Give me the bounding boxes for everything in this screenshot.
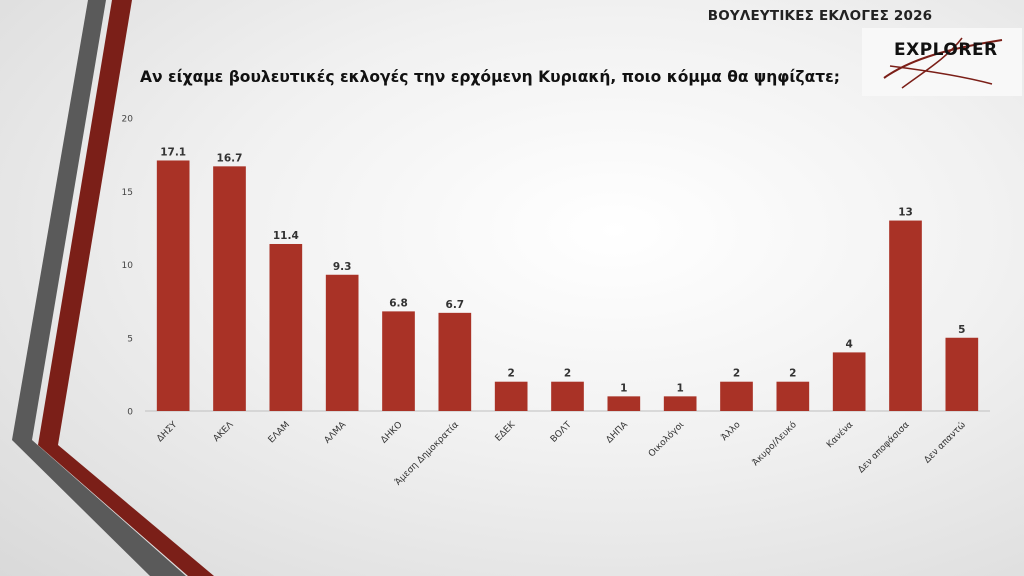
bar xyxy=(325,274,359,411)
y-tick-label: 15 xyxy=(122,188,133,198)
data-label: 6.8 xyxy=(389,297,408,309)
bar xyxy=(720,381,753,411)
x-tick-label: Άκυρο/Λευκό xyxy=(750,419,799,468)
x-tick-label: ΕΛΑΜ xyxy=(267,420,292,445)
bar xyxy=(269,243,303,411)
logo-text: EXPLORER xyxy=(894,40,998,60)
bar xyxy=(776,381,810,411)
x-tick-label: ΔΗΚΟ xyxy=(379,420,404,445)
data-label: 6.7 xyxy=(446,299,465,311)
explorer-logo: EXPLORER xyxy=(862,28,1022,96)
x-tick-label: ΒΟΛΤ xyxy=(549,420,574,445)
chart-title: Αν είχαμε βουλευτικές εκλογές την ερχόμε… xyxy=(140,68,840,86)
bar xyxy=(945,337,979,411)
data-label: 1 xyxy=(677,382,684,394)
data-label: 5 xyxy=(958,324,965,336)
bar xyxy=(213,166,246,411)
y-tick-label: 10 xyxy=(122,261,134,271)
gray-stripe-lower xyxy=(12,440,186,576)
data-label: 9.3 xyxy=(333,261,352,273)
y-tick-label: 5 xyxy=(127,334,133,344)
data-label: 17.1 xyxy=(160,146,186,158)
data-label: 11.4 xyxy=(273,230,299,242)
gray-stripe xyxy=(12,0,106,440)
x-tick-label: Δεν αποφάσισα xyxy=(856,420,911,475)
data-label: 16.7 xyxy=(217,152,243,164)
red-stripe-lower xyxy=(38,445,214,576)
x-tick-label: Δεν απαντώ xyxy=(922,419,968,465)
logo-swoosh-icon xyxy=(883,37,1003,89)
x-tick-label: ΔΗΠΑ xyxy=(605,419,631,445)
y-tick-label: 0 xyxy=(127,408,133,418)
x-tick-label: Άμεση Δημοκρατία xyxy=(393,420,461,488)
bar xyxy=(551,381,584,411)
bar xyxy=(156,160,190,411)
y-tick-label: 20 xyxy=(122,115,134,125)
bar xyxy=(889,220,922,411)
data-label: 2 xyxy=(508,368,515,380)
page-title: ΒΟΥΛΕΥΤΙΚΕΣ ΕΚΛΟΓΕΣ 2026 xyxy=(707,8,933,24)
data-label: 4 xyxy=(846,338,853,350)
bar xyxy=(494,381,528,411)
x-tick-label: Κανένα xyxy=(824,419,855,450)
x-tick-label: ΑΛΜΑ xyxy=(323,419,349,445)
x-tick-label: ΕΔΕΚ xyxy=(494,419,518,443)
bar xyxy=(607,396,641,411)
bar xyxy=(663,396,697,411)
data-label: 13 xyxy=(898,207,913,219)
bar xyxy=(832,352,866,411)
bar xyxy=(382,311,415,411)
data-label: 1 xyxy=(620,382,627,394)
data-label: 2 xyxy=(789,368,796,380)
red-stripe xyxy=(38,0,132,445)
data-label: 2 xyxy=(564,368,571,380)
x-tick-label: Οικολόγοι xyxy=(646,419,686,459)
x-tick-label: ΔΗΣΥ xyxy=(155,420,179,444)
x-tick-label: ΑΚΕΛ xyxy=(212,419,237,444)
x-tick-label: Άλλο xyxy=(720,420,743,443)
bar xyxy=(438,312,472,411)
data-label: 2 xyxy=(733,368,740,380)
